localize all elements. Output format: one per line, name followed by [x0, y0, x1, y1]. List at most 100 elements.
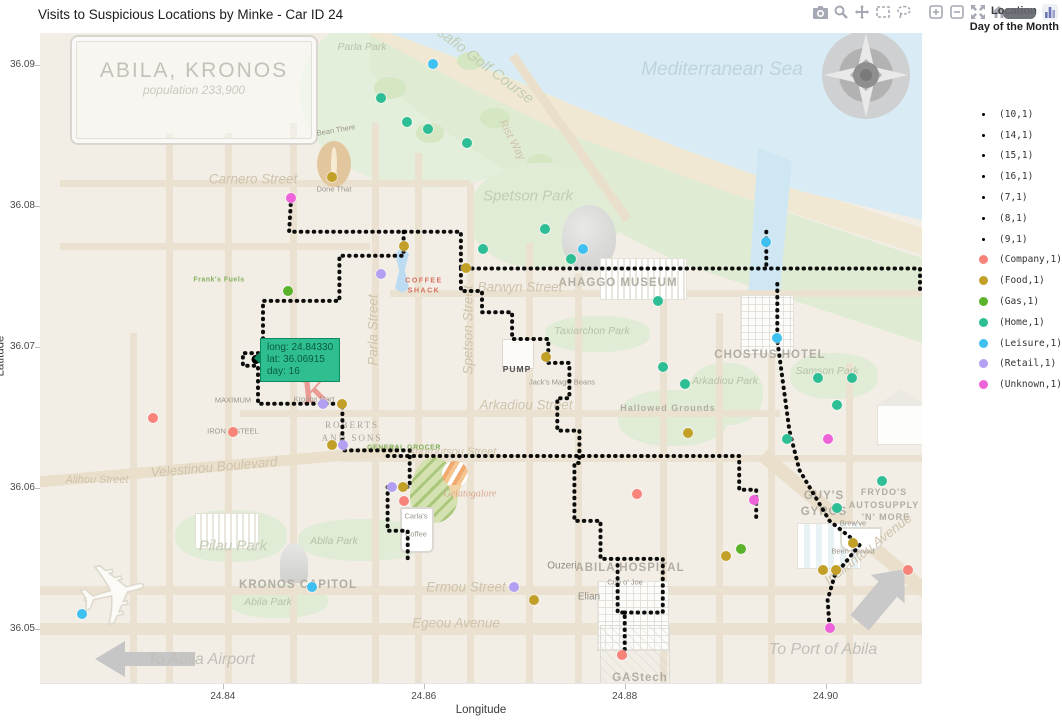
- gastech-wireframe-sketch: [600, 625, 670, 683]
- legend-label: (10,1): [999, 108, 1034, 120]
- scatter-point[interactable]: [846, 373, 857, 384]
- scatter-point[interactable]: [616, 649, 627, 660]
- y-tick-label: 36.06: [9, 482, 35, 494]
- scatter-point[interactable]: [831, 503, 842, 514]
- scatter-point[interactable]: [830, 565, 841, 576]
- scatter-point[interactable]: [338, 439, 349, 450]
- scatter-point[interactable]: [398, 496, 409, 507]
- house-roof-sketch: [875, 389, 922, 406]
- coffee-mug-sketch: [400, 507, 434, 553]
- legend-item[interactable]: (8,1): [974, 208, 1062, 229]
- scatter-point[interactable]: [307, 582, 318, 593]
- road: [415, 153, 422, 683]
- lasso-select-icon[interactable]: [896, 4, 912, 20]
- scatter-point[interactable]: [427, 59, 438, 70]
- scatter-point[interactable]: [77, 608, 88, 619]
- y-tick-mark: [35, 65, 40, 67]
- scatter-point[interactable]: [327, 439, 338, 450]
- legend-item[interactable]: (Home,1): [974, 312, 1062, 333]
- pan-icon[interactable]: [854, 4, 870, 20]
- scatter-point[interactable]: [541, 352, 552, 363]
- legend-item[interactable]: (Food,1): [974, 270, 1062, 291]
- scatter-point[interactable]: [227, 427, 238, 438]
- scatter-point[interactable]: [147, 412, 158, 423]
- scatter-point[interactable]: [337, 398, 348, 409]
- legend-item[interactable]: (7,1): [974, 187, 1062, 208]
- x-tick-mark: [423, 684, 425, 689]
- legend-marker: [978, 359, 988, 369]
- scatter-point[interactable]: [822, 434, 833, 445]
- road: [130, 333, 137, 683]
- zoom-icon[interactable]: [833, 4, 849, 20]
- scatter-point[interactable]: [631, 489, 642, 500]
- scatter-point[interactable]: [566, 253, 577, 264]
- legend-marker: [981, 175, 985, 179]
- scatter-point[interactable]: [460, 263, 471, 274]
- scatter-point[interactable]: [657, 362, 668, 373]
- scatter-point[interactable]: [509, 582, 520, 593]
- scatter-point[interactable]: [817, 565, 828, 576]
- scatter-point[interactable]: [682, 428, 693, 439]
- scatter-point[interactable]: [772, 332, 783, 343]
- scatter-point[interactable]: [902, 565, 913, 576]
- legend-item[interactable]: (Retail,1): [974, 354, 1062, 375]
- scatter-point[interactable]: [375, 92, 386, 103]
- scatter-point[interactable]: [375, 269, 386, 280]
- scatter-point[interactable]: [397, 482, 408, 492]
- scatter-point[interactable]: [847, 538, 858, 549]
- egeou-avenue-road: [40, 623, 922, 635]
- y-tick-mark: [35, 206, 40, 208]
- legend-item[interactable]: (Leisure,1): [974, 333, 1062, 354]
- scatter-point[interactable]: [824, 623, 835, 633]
- legend-item[interactable]: (Company,1): [974, 250, 1062, 271]
- scatter-point[interactable]: [761, 236, 772, 247]
- legend-item[interactable]: (Unknown,1): [974, 374, 1062, 395]
- zoom-in-icon[interactable]: [928, 4, 944, 20]
- scatter-point[interactable]: [327, 171, 338, 182]
- scatter-point[interactable]: [478, 243, 488, 254]
- map-plot-area[interactable]: K ABILA, KRONOS population 233,900 ✈ Med…: [40, 33, 922, 683]
- plotly-logo-icon[interactable]: [1042, 4, 1058, 20]
- chart-title: Visits to Suspicious Locations by Minke …: [38, 7, 344, 22]
- scatter-point[interactable]: [578, 243, 589, 254]
- legend-item[interactable]: (15,1): [974, 146, 1062, 167]
- scatter-point[interactable]: [398, 240, 409, 251]
- tooltip-day: day: 16: [267, 366, 300, 377]
- gelato-cone-tip: [448, 485, 462, 501]
- zoom-out-icon[interactable]: [949, 4, 965, 20]
- scatter-point[interactable]: [401, 116, 412, 127]
- save-image-icon[interactable]: [812, 4, 828, 20]
- legend-item[interactable]: (16,1): [974, 166, 1062, 187]
- reset-axes-icon[interactable]: [991, 4, 1007, 20]
- y-tick-label: 36.05: [9, 623, 35, 635]
- scatter-point[interactable]: [422, 123, 433, 134]
- scatter-point[interactable]: [679, 379, 690, 390]
- capitol-dome-sketch: [280, 543, 308, 583]
- legend-title-overlay: [1003, 8, 1036, 19]
- scatter-point[interactable]: [283, 286, 294, 297]
- scatter-point[interactable]: [721, 551, 732, 562]
- legend-item[interactable]: (Gas,1): [974, 291, 1062, 312]
- scatter-point[interactable]: [652, 295, 663, 306]
- legend-marker: [981, 237, 985, 241]
- legend-item[interactable]: (9,1): [974, 229, 1062, 250]
- pump-station-sketch: [502, 339, 534, 369]
- scatter-point[interactable]: [540, 223, 551, 234]
- scatter-point[interactable]: [812, 373, 823, 384]
- scatter-point[interactable]: [736, 544, 747, 555]
- scatter-point[interactable]: [876, 476, 887, 487]
- scatter-point[interactable]: [529, 594, 540, 605]
- road: [372, 123, 379, 683]
- scatter-point[interactable]: [286, 192, 297, 203]
- scatter-point[interactable]: [461, 137, 472, 148]
- scatter-point[interactable]: [831, 400, 842, 411]
- scatter-point[interactable]: [782, 434, 793, 445]
- autoscale-icon[interactable]: [970, 4, 986, 20]
- scatter-point[interactable]: [749, 494, 760, 505]
- legend-item[interactable]: (10,1): [974, 104, 1062, 125]
- scatter-point[interactable]: [386, 482, 397, 492]
- box-select-icon[interactable]: [875, 4, 891, 20]
- scatter-point[interactable]: [318, 398, 329, 409]
- legend-item[interactable]: (14,1): [974, 125, 1062, 146]
